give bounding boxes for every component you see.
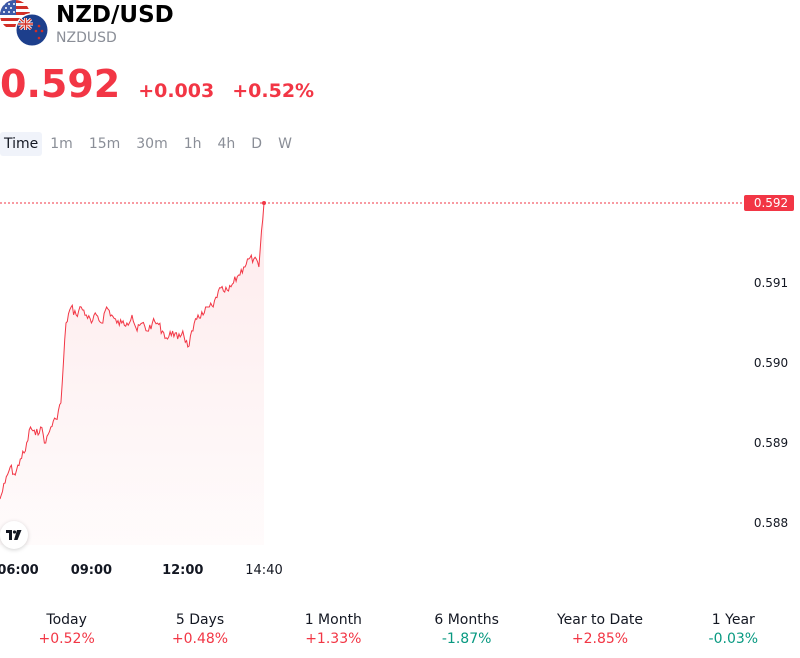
period-label: 6 Months xyxy=(434,612,499,628)
last-price-badge xyxy=(744,195,794,211)
price-chart[interactable]: 0.5880.5890.5900.5910.5920.59206:0009:00… xyxy=(0,160,800,590)
period-1-year[interactable]: 1 Year -0.03% xyxy=(667,610,800,650)
price-change-percent: +0.52% xyxy=(232,80,315,102)
period-today[interactable]: Today +0.52% xyxy=(0,610,133,650)
currency-pair-flags xyxy=(0,0,49,47)
timeframe-tab-4h[interactable]: 4h xyxy=(217,136,236,152)
period-5-days[interactable]: 5 Days +0.48% xyxy=(133,610,266,650)
performance-periods: Today +0.52% 5 Days +0.48% 1 Month +1.33% 6 Mo… xyxy=(0,610,800,650)
period-change: +0.52% xyxy=(38,631,95,647)
y-tick-label: 0.591 xyxy=(754,276,788,290)
timeframe-tab-d[interactable]: D xyxy=(251,136,263,152)
timeframe-tab-15m[interactable]: 15m xyxy=(88,136,121,152)
period-change: -0.03% xyxy=(708,631,759,647)
last-price: 0.592 xyxy=(0,62,121,106)
timeframe-tab-30m[interactable]: 30m xyxy=(136,136,168,152)
x-tick-label: 12:00 xyxy=(162,563,203,578)
period-1-month[interactable]: 1 Month +1.33% xyxy=(267,610,400,650)
last-price-label: 0.592 xyxy=(754,196,788,210)
last-price-dot xyxy=(262,201,266,205)
period-year-to-date[interactable]: Year to Date +2.85% xyxy=(533,610,666,650)
period-label: Year to Date xyxy=(556,612,643,628)
pair-title: NZD/USD xyxy=(56,2,174,28)
x-tick-label: 14:40 xyxy=(245,563,282,578)
tradingview-icon xyxy=(6,530,22,540)
x-tick-label: 09:00 xyxy=(71,563,112,578)
nz-flag-icon xyxy=(15,13,49,47)
y-tick-label: 0.589 xyxy=(754,436,788,450)
period-change: +0.48% xyxy=(171,631,229,647)
price-area-fill xyxy=(0,203,264,545)
tradingview-logo[interactable] xyxy=(0,521,28,549)
period-label: 1 Month xyxy=(304,612,362,628)
timeframe-tab-time[interactable]: Time xyxy=(0,132,43,156)
pair-symbol: NZDUSD xyxy=(56,30,117,46)
period-label: 5 Days xyxy=(175,612,225,628)
period-6-months[interactable]: 6 Months -1.87% xyxy=(400,610,533,650)
period-label: 1 Year xyxy=(711,612,755,628)
period-change: +1.33% xyxy=(305,631,362,647)
price-change: +0.003 xyxy=(138,80,215,102)
timeframe-tab-1h[interactable]: 1h xyxy=(183,136,202,152)
timeframe-selector: Time 1m 15m 30m 1h 4h D W xyxy=(0,132,300,156)
y-tick-label: 0.590 xyxy=(754,356,788,370)
x-tick-label: 06:00 xyxy=(0,563,39,578)
price-row: 0.592 +0.003 +0.52% xyxy=(0,62,314,112)
period-label: Today xyxy=(46,612,87,628)
period-change: +2.85% xyxy=(571,631,629,647)
timeframe-tab-1m[interactable]: 1m xyxy=(50,136,73,152)
timeframe-tab-w[interactable]: W xyxy=(278,136,292,152)
price-line xyxy=(0,202,265,500)
period-change: -1.87% xyxy=(441,631,492,647)
y-tick-label: 0.588 xyxy=(754,516,788,530)
